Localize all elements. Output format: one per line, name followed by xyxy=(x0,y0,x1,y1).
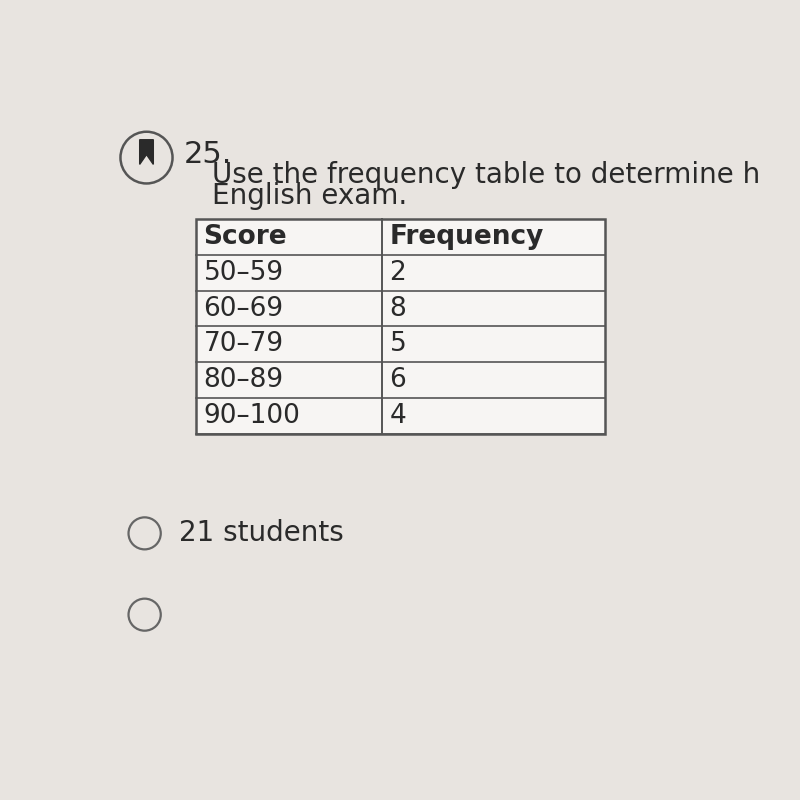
Text: 5: 5 xyxy=(390,331,406,358)
Text: 2: 2 xyxy=(390,260,406,286)
Text: 8: 8 xyxy=(390,295,406,322)
Text: 6: 6 xyxy=(390,367,406,393)
Text: 25.: 25. xyxy=(184,140,232,169)
Text: 80–89: 80–89 xyxy=(203,367,284,393)
Text: 50–59: 50–59 xyxy=(203,260,284,286)
Text: 90–100: 90–100 xyxy=(203,402,301,429)
Text: 60–69: 60–69 xyxy=(203,295,284,322)
Text: 21 students: 21 students xyxy=(178,519,343,547)
Text: Use the frequency table to determine h: Use the frequency table to determine h xyxy=(211,161,760,189)
Text: 4: 4 xyxy=(390,402,406,429)
Text: Score: Score xyxy=(203,224,287,250)
Polygon shape xyxy=(140,140,154,164)
Text: 70–79: 70–79 xyxy=(203,331,284,358)
Text: English exam.: English exam. xyxy=(211,182,407,210)
Text: Frequency: Frequency xyxy=(390,224,544,250)
